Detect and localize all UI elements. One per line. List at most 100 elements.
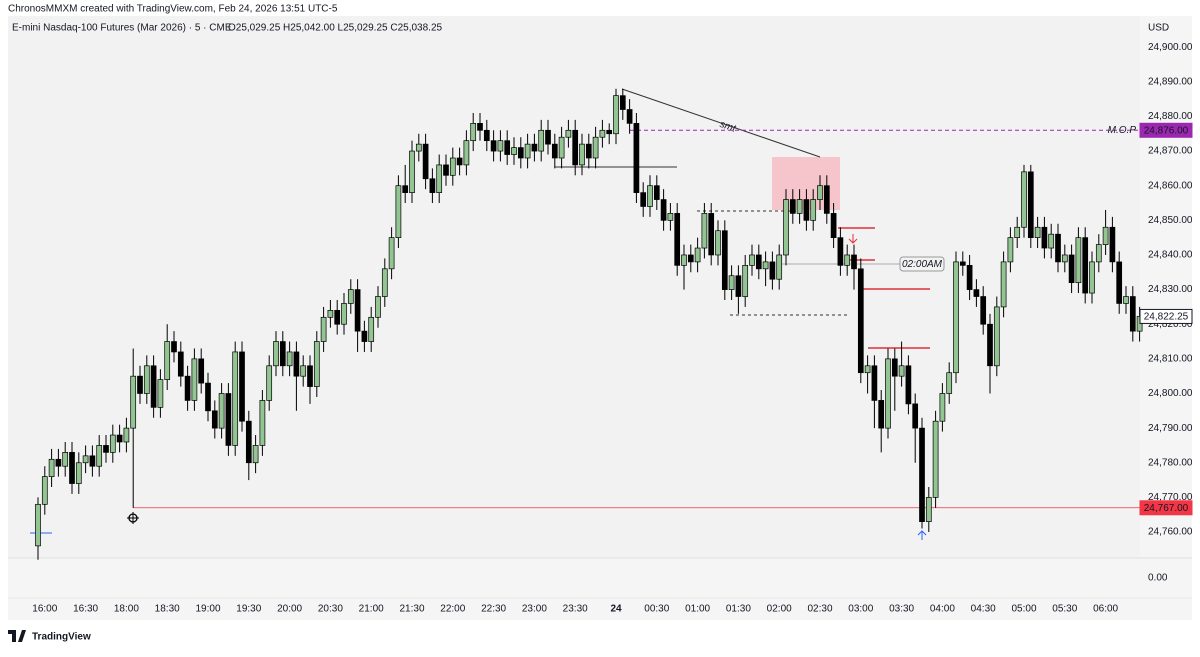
candle-body	[69, 452, 75, 484]
candle-body	[307, 365, 313, 387]
x-tick-label: 02:00	[767, 604, 792, 615]
candle-body	[606, 129, 613, 135]
candle-body	[619, 95, 626, 110]
candle-body	[1021, 171, 1027, 228]
candle-body	[857, 268, 864, 374]
candle-body	[62, 452, 69, 467]
candle-body	[456, 157, 463, 166]
candle-body	[810, 199, 817, 221]
candle-body	[776, 254, 783, 280]
candle-body	[565, 129, 572, 138]
candle-body	[749, 254, 755, 266]
x-tick-label: 23:00	[522, 604, 547, 615]
candle-body	[191, 358, 198, 401]
y-tick-label: 24,760.00	[1148, 527, 1193, 538]
candle-body	[1075, 237, 1082, 284]
candle-body	[218, 393, 225, 429]
candle-body	[1116, 261, 1123, 304]
x-tick-label: 16:00	[32, 604, 57, 615]
down-arrow	[848, 234, 858, 244]
y-tick-label: 24,860.00	[1148, 180, 1193, 191]
candle-body	[925, 497, 932, 522]
candle-body	[463, 140, 470, 166]
candle-body	[905, 365, 912, 405]
candle-body	[409, 150, 415, 193]
candle-body	[171, 341, 177, 353]
candle-body	[313, 341, 320, 387]
candle-body	[436, 164, 443, 193]
candle-body	[660, 199, 667, 221]
candle-body	[252, 445, 259, 464]
candle-body	[300, 365, 307, 377]
candle-body	[327, 310, 334, 318]
candle-body	[946, 372, 953, 394]
ohlc: O25,029.25 H25,042.00 L25,029.25 C25,038…	[228, 23, 443, 34]
x-tick-label: 18:30	[155, 604, 180, 615]
candle-body	[783, 199, 789, 256]
x-tick-label: 20:30	[318, 604, 343, 615]
candle-body	[1034, 226, 1041, 238]
candle-body	[266, 365, 273, 401]
mop-label: M.O.P	[1108, 125, 1137, 136]
candle-body	[1061, 254, 1068, 263]
candle-body	[585, 143, 592, 159]
candle-body	[953, 261, 959, 374]
candle-body	[939, 393, 946, 422]
candle-body	[674, 213, 681, 266]
candle-body	[837, 237, 844, 266]
candle-body	[891, 358, 898, 377]
x-tick-label: 21:00	[359, 604, 384, 615]
candle-body	[232, 351, 239, 446]
x-tick-label: 05:00	[1011, 604, 1036, 615]
x-tick-label: 22:00	[440, 604, 465, 615]
candle-body	[613, 95, 619, 135]
candle-body	[55, 458, 62, 467]
candle-body	[497, 140, 504, 152]
candle-body	[477, 123, 483, 131]
candle-body	[75, 462, 82, 484]
candle-body	[572, 129, 579, 166]
candle-body	[796, 199, 803, 214]
logo	[8, 630, 26, 642]
x-tick-label: 19:00	[195, 604, 220, 615]
x-tick-label: 03:30	[889, 604, 914, 615]
candle-body	[633, 123, 640, 193]
candle-body	[211, 410, 218, 429]
candle-body	[504, 140, 511, 155]
candle-body	[653, 185, 660, 200]
symbol: E-mini Nasdaq-100 Futures (Mar 2026) · 5…	[12, 23, 232, 34]
candle-body	[762, 261, 769, 270]
candle-body	[395, 185, 402, 238]
candle-body	[701, 213, 708, 249]
candle-body	[157, 379, 164, 408]
candle-body	[259, 400, 266, 446]
price-tag	[1139, 308, 1193, 324]
candle-body	[48, 458, 55, 477]
x-tick-label: 20:00	[277, 604, 302, 615]
candle-body	[116, 434, 123, 443]
y-tick-label: 24,890.00	[1148, 76, 1193, 87]
x-tick-label: 16:30	[73, 604, 98, 615]
candle-body	[483, 129, 490, 142]
candle-body	[361, 330, 368, 342]
y-tick-label: 24,790.00	[1148, 423, 1193, 434]
candle-body	[545, 129, 551, 145]
candle-body	[109, 434, 116, 453]
candle-body	[715, 230, 721, 256]
x-tick-label: 02:30	[807, 604, 832, 615]
candle-body	[755, 254, 762, 270]
price-tag	[1139, 122, 1193, 138]
x-tick-label: 22:30	[481, 604, 506, 615]
candle-body	[225, 393, 232, 446]
candle-body	[1014, 226, 1021, 238]
y-tick-label: 24,770.00	[1148, 492, 1193, 503]
candle-body	[871, 365, 878, 401]
lower-pane-label: 0.00	[1148, 573, 1168, 584]
price-tag	[1139, 500, 1193, 516]
candle-body	[803, 199, 810, 221]
candle-body	[681, 254, 687, 266]
candle-body	[143, 365, 150, 394]
candle-body	[341, 303, 347, 325]
plot-area	[8, 16, 1140, 558]
candle-body	[415, 143, 422, 152]
